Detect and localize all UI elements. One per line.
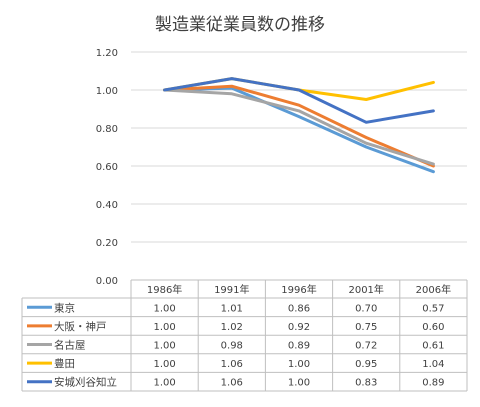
data-label: 1.06 xyxy=(221,378,243,389)
y-tick-label: 1.20 xyxy=(96,48,118,59)
data-point xyxy=(230,92,233,96)
data-label: 0.86 xyxy=(288,303,310,314)
y-tick-label: 0.80 xyxy=(96,124,118,135)
data-label: 1.00 xyxy=(153,341,175,352)
legend-label: 名古屋 xyxy=(54,339,86,352)
data-point xyxy=(365,142,368,145)
data-point xyxy=(432,81,435,84)
y-tick-label: 0.40 xyxy=(96,200,118,211)
y-tick-label: 1.00 xyxy=(96,86,118,97)
x-tick-label: 2006年 xyxy=(416,283,451,296)
data-label: 1.00 xyxy=(153,322,175,333)
data-point xyxy=(297,109,301,113)
data-point xyxy=(432,109,435,113)
data-label: 0.61 xyxy=(422,341,444,352)
data-label: 0.75 xyxy=(355,322,377,333)
data-label: 1.00 xyxy=(153,303,175,314)
y-axis-ticks: 0.00 0.20 0.40 0.60 0.80 1.00 1.20 xyxy=(96,48,118,287)
data-label: 0.92 xyxy=(288,322,310,333)
data-label: 1.00 xyxy=(153,378,175,389)
x-tick-label: 1991年 xyxy=(214,283,249,296)
x-tick-label: 2001年 xyxy=(348,283,383,296)
data-label: 1.00 xyxy=(288,359,310,370)
data-point xyxy=(432,170,435,173)
series-lines xyxy=(163,77,435,174)
data-label: 1.01 xyxy=(221,303,243,314)
data-label: 0.70 xyxy=(355,303,377,314)
data-label: 0.83 xyxy=(355,378,377,389)
series-line xyxy=(163,86,435,174)
data-label: 1.00 xyxy=(288,378,310,389)
x-tick-label: 1986年 xyxy=(147,283,182,296)
data-point xyxy=(297,104,301,107)
data-point xyxy=(230,85,233,88)
legend-label: 東京 xyxy=(54,301,75,314)
legend-label: 大阪・神戸 xyxy=(54,320,107,333)
data-point xyxy=(365,98,368,101)
data-label: 0.98 xyxy=(221,341,243,352)
data-point xyxy=(297,115,301,118)
data-label: 1.06 xyxy=(221,359,243,370)
series-line xyxy=(163,88,435,166)
data-label: 0.95 xyxy=(355,359,377,370)
y-tick-label: 0.60 xyxy=(96,162,118,173)
data-label: 0.57 xyxy=(422,303,444,314)
x-tick-label: 1996年 xyxy=(281,283,316,296)
series-line xyxy=(163,84,435,168)
data-label: 0.72 xyxy=(355,341,377,352)
data-point xyxy=(230,77,233,80)
y-tick-label: 0.20 xyxy=(96,238,118,249)
data-point xyxy=(297,88,301,92)
data-label: 1.00 xyxy=(153,359,175,370)
data-point xyxy=(365,145,368,149)
y-tick-label: 0.00 xyxy=(96,276,118,287)
data-label: 0.60 xyxy=(422,322,444,333)
data-label: 1.04 xyxy=(422,359,444,370)
data-point xyxy=(163,88,166,92)
data-label: 1.02 xyxy=(221,322,243,333)
data-point xyxy=(365,136,368,139)
data-label: 0.89 xyxy=(422,378,444,389)
chart-title: 製造業従業員数の推移 xyxy=(155,15,325,35)
legend-label: 豊田 xyxy=(54,357,75,370)
legend-label: 安城刈谷知立 xyxy=(54,376,117,389)
data-point xyxy=(365,121,368,124)
data-point xyxy=(432,162,435,166)
data-label: 0.89 xyxy=(288,341,310,352)
